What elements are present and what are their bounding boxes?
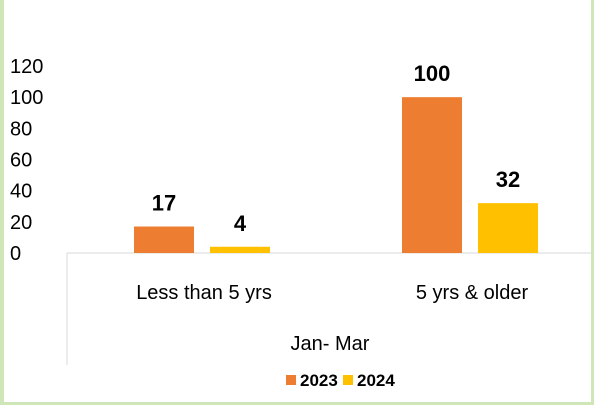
legend-swatch: [343, 375, 353, 385]
data-label: 4: [234, 211, 247, 236]
bar-2024-1: [210, 246, 270, 253]
data-labels: 17 100 4 32: [152, 61, 520, 236]
legend: 2023 2024: [286, 371, 395, 390]
bars: [134, 97, 538, 254]
y-tick-label: 60: [10, 150, 32, 172]
bar-2023-1: [134, 226, 194, 253]
y-tick-label: 20: [10, 212, 32, 234]
data-label: 17: [152, 191, 176, 216]
bar-2023-2: [402, 97, 462, 254]
category-labels: Less than 5 yrs 5 yrs & older: [136, 282, 528, 304]
legend-swatch: [286, 375, 296, 385]
category-label: 5 yrs & older: [416, 282, 529, 304]
y-tick-label: 40: [10, 181, 32, 203]
x-axis-title: Jan- Mar: [291, 333, 370, 355]
bar-2024-2: [478, 203, 538, 253]
data-label: 100: [414, 61, 451, 86]
category-label: Less than 5 yrs: [136, 282, 272, 304]
y-tick-label: 120: [10, 56, 43, 78]
y-tick-label: 100: [10, 87, 43, 109]
y-axis-ticks: 0 20 40 60 80 100 120: [10, 56, 43, 265]
y-tick-label: 0: [10, 243, 21, 265]
y-tick-label: 80: [10, 118, 32, 140]
data-label: 32: [496, 167, 520, 192]
legend-label: 2024: [357, 371, 395, 390]
legend-label: 2023: [300, 371, 338, 390]
